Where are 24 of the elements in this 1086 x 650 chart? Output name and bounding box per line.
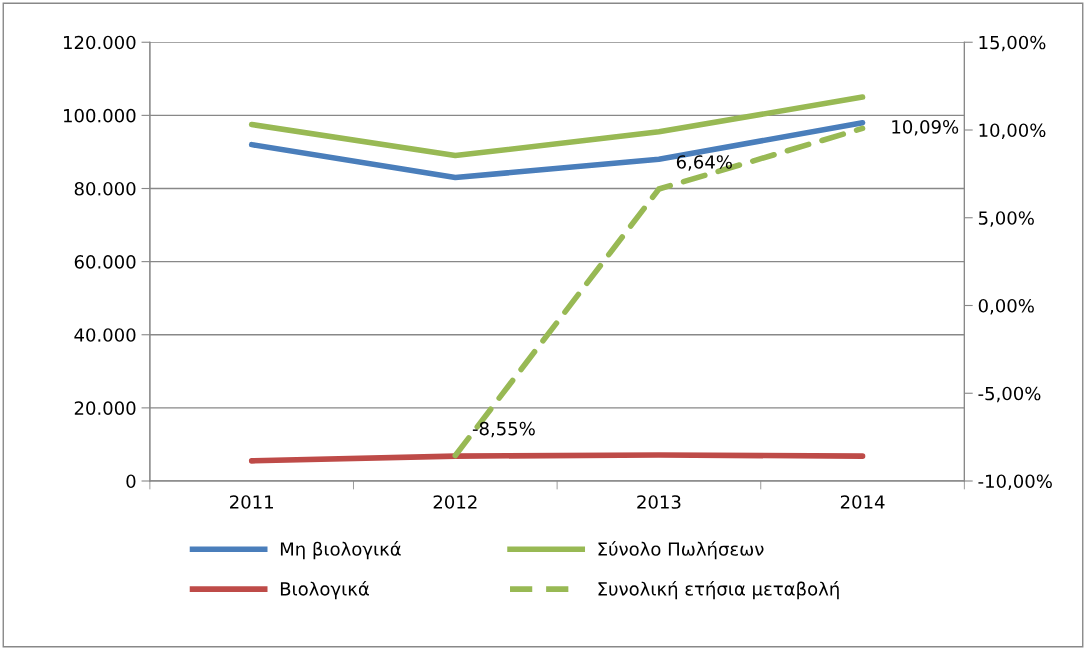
y-tick-label: 40.000 [74, 328, 136, 342]
y-tick-label: 60.000 [74, 255, 136, 269]
x-tick-label: 2012 [433, 495, 477, 509]
legend-label: Σύνολο Πωλήσεων [598, 541, 764, 560]
y2-tick-label: -10,00% [978, 474, 1052, 490]
data-label: -8,55% [472, 421, 535, 438]
y-tick-label: 0 [126, 474, 136, 489]
x-tick-label: 2013 [637, 495, 681, 509]
y-tick-label: 120.000 [63, 35, 136, 50]
y2-tick-label: -5,00% [978, 386, 1041, 403]
legend-label: Βιολογικά [280, 580, 369, 600]
data-label: 6,64% [676, 155, 732, 171]
legend-label: Μη βιολογικά [280, 541, 401, 560]
y2-tick-label: 0,00% [978, 298, 1034, 315]
y-tick-label: 100.000 [63, 108, 136, 123]
y-tick-label: 20.000 [74, 401, 136, 415]
data-label: 10,09% [892, 120, 959, 136]
legend-label: Συνολική ετήσια μεταβολή [598, 580, 839, 600]
x-tick-label: 2014 [840, 495, 885, 509]
y2-tick-label: 5,00% [978, 211, 1034, 227]
y2-tick-label: 10,00% [979, 123, 1046, 139]
y2-tick-label: 15,00% [979, 35, 1046, 52]
x-tick-label: 2011 [230, 495, 273, 509]
y-tick-label: 80.000 [74, 181, 136, 196]
